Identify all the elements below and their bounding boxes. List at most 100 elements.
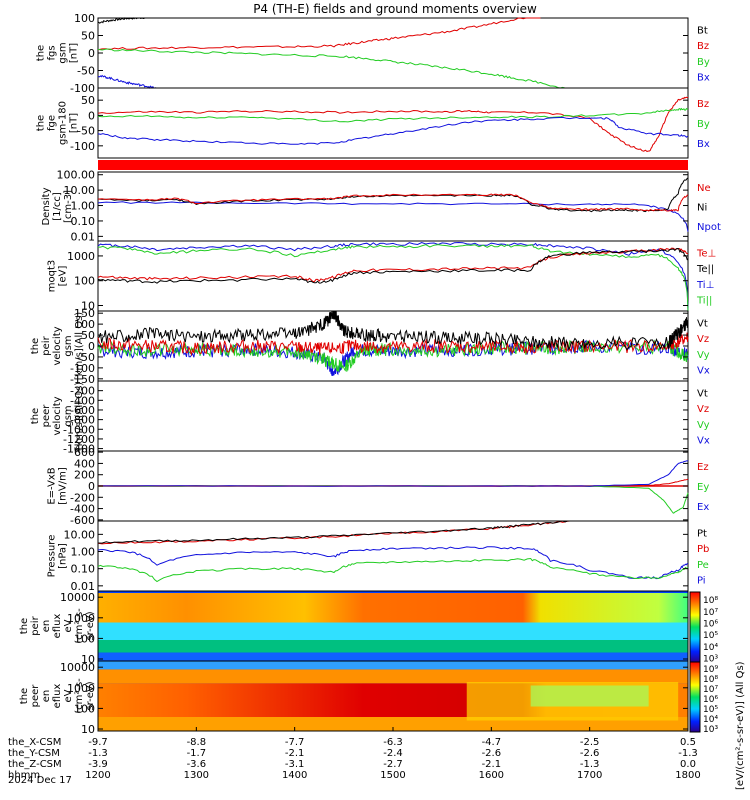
y-axis-label: sr-eV)	[85, 611, 96, 640]
legend-item: Ti||	[696, 295, 712, 306]
series-line-Te||	[97, 247, 689, 284]
panel-frame	[97, 171, 689, 242]
y-tick-label: -1400	[63, 443, 95, 456]
y-tick-label: 100.00	[57, 169, 96, 182]
y-axis-label: gsm	[58, 42, 69, 63]
y-tick-label: 50	[81, 30, 95, 43]
y-tick-label: -200	[70, 385, 95, 398]
y-tick-label: 10.00	[64, 528, 96, 541]
y-axis-label: E=-VxB	[47, 467, 58, 504]
time-axis-value: -2.1	[285, 748, 305, 759]
y-tick-label: 10000	[60, 591, 95, 604]
panel-2: 50 0 -50 -100 the fge gsm-180 [nT] Bz By Bx	[36, 87, 710, 159]
y-axis-label: the	[30, 408, 41, 424]
y-tick-label: -600	[70, 514, 95, 527]
y-axis-label: eV	[63, 619, 74, 632]
y-tick-label: 100	[74, 632, 95, 645]
legend-item: Ez	[697, 462, 709, 473]
time-axis-value: 0.0	[680, 759, 696, 770]
colorbar-label: [eV/(cm²-s-sr-eV)] (All Qs)	[735, 661, 746, 790]
legend-item: Te⊥	[696, 249, 716, 260]
y-axis-label: sr-eV)	[85, 681, 96, 710]
time-axis-row-label: the_Y-CSM	[8, 748, 60, 759]
colorbar-tick-label: 10⁹	[703, 665, 718, 675]
separator-bar	[98, 160, 688, 170]
y-tick-label: 10000	[60, 661, 95, 674]
series-line-By	[97, 48, 570, 89]
y-tick-label: 1000	[67, 250, 95, 263]
time-axis-value: -1.7	[187, 748, 207, 759]
time-axis-value: 1300	[184, 770, 209, 781]
y-axis-label: gsm	[63, 335, 74, 356]
y-axis-label: peer	[30, 684, 41, 708]
y-tick-label: 0.10	[71, 563, 96, 576]
legend-item: Vx	[697, 435, 710, 446]
time-axis-value: -6.3	[383, 737, 403, 748]
y-tick-label: 600	[74, 446, 95, 459]
series-line-Bz	[97, 17, 541, 51]
legend-item: Pi	[697, 575, 706, 586]
time-axis-value: -1.3	[580, 759, 600, 770]
panel-3: 100.00 10.00 1.00 0.10 0.01 Density [1/cc] [cm-…	[41, 169, 721, 244]
panel-frame	[97, 17, 689, 89]
time-axis-value: 1400	[282, 770, 307, 781]
y-axis-label: gsm-180	[58, 101, 69, 145]
y-axis-label: peer	[41, 404, 52, 428]
time-axis-value: -7.7	[285, 737, 305, 748]
legend-item: Bz	[697, 41, 709, 52]
legend-item: Vy	[697, 350, 710, 361]
y-tick-label: 10	[81, 300, 95, 313]
y-tick-label: -50	[77, 65, 95, 78]
series-line-Ti||	[98, 244, 689, 312]
series-line-Vx	[97, 339, 689, 377]
time-axis-value: -2.7	[383, 759, 403, 770]
colorbar-electron-gradient	[689, 661, 701, 733]
y-tick-label: -800	[70, 414, 95, 427]
series-line-Vt	[97, 310, 689, 351]
y-axis-label: velocity	[52, 396, 63, 435]
legend-item: Ni	[697, 203, 707, 214]
time-axis-value: -3.1	[285, 759, 305, 770]
y-tick-label: 400	[74, 457, 95, 470]
y-tick-label: 1.00	[71, 546, 96, 559]
legend-item: Bz	[697, 99, 709, 110]
y-axis-label: [nPa]	[58, 543, 69, 569]
legend-item: By	[697, 119, 710, 130]
panel-9: 10000 1000 100 10 the peir en eflux eV (cm²-s-sr-…	[19, 590, 689, 666]
heatmap-lowest-energy-band	[98, 652, 688, 661]
y-axis-label: [nT]	[69, 113, 80, 133]
colorbar-tick-label: 10⁷	[703, 608, 718, 618]
heatmap-high-energy-band	[98, 593, 688, 625]
y-tick-label: 1.00	[71, 200, 96, 213]
colorbar-tick-label: 10⁵	[703, 705, 718, 715]
time-axis-value: -3.9	[88, 759, 108, 770]
y-axis-label: the	[30, 338, 41, 354]
y-tick-label: 50	[81, 94, 95, 107]
legend-item: Ey	[697, 482, 709, 493]
y-tick-label: -50	[77, 125, 95, 138]
time-axis-value: 1700	[577, 770, 602, 781]
colorbar-tick-label: 10⁵	[703, 631, 718, 641]
time-axis-value: 1200	[85, 770, 110, 781]
colorbar-tick-label: 10³	[703, 655, 718, 665]
time-axis-value: -4.7	[482, 737, 502, 748]
legend-item: Ti⊥	[696, 280, 714, 291]
y-axis-label: en	[41, 620, 52, 633]
y-axis-label: en	[41, 690, 52, 703]
time-axis-row-label: hhmm	[8, 770, 40, 781]
y-tick-label: -200	[70, 491, 95, 504]
time-axis-value: 0.5	[680, 737, 696, 748]
legend-item: Vt	[697, 389, 708, 400]
series-line-Bx	[97, 116, 689, 145]
legend-item: Vz	[697, 404, 709, 415]
series-line-Bz	[97, 96, 689, 152]
legend-item: By	[697, 57, 710, 68]
legend-item: Bt	[697, 26, 708, 37]
legend-item: Pe	[697, 560, 709, 571]
heatmap-late-green-patch	[530, 685, 649, 707]
legend-item: Bx	[697, 72, 710, 83]
y-tick-label: 200	[74, 469, 95, 482]
colorbar-tick-label: 10⁷	[703, 685, 718, 695]
